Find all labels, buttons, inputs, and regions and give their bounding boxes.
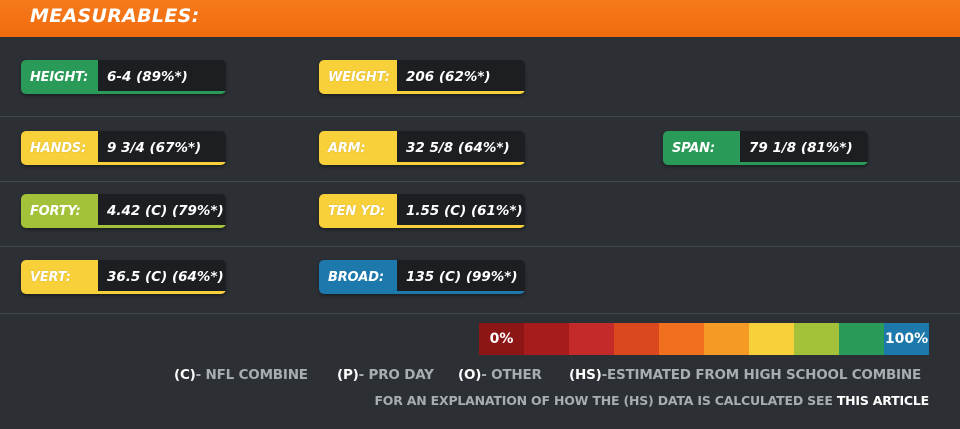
measurable-hands: HANDS: 9 3/4 (67%*) [21,131,226,165]
measurable-value: 36.5 (C) (64%*) [98,260,226,294]
legend-code: (O) [458,367,482,383]
scale-segment [524,323,569,355]
percentile-color-scale: 0% 100% [479,323,929,355]
measurable-label: ARM: [319,131,397,165]
measurable-value: 9 3/4 (67%*) [98,131,226,165]
this-article-link[interactable]: THIS ARTICLE [836,393,929,408]
scale-min-label: 0% [489,331,514,347]
legend-code: (HS) [569,367,602,383]
scale-segment: 100% [884,323,929,355]
measurable-value: 4.42 (C) (79%*) [98,194,226,228]
legend-pro-day: (P)- PRO DAY [337,367,434,383]
measurable-label: HANDS: [21,131,98,165]
legend-high-school: (HS)-ESTIMATED FROM HIGH SCHOOL COMBINE [569,367,921,383]
row-divider [0,181,960,182]
measurable-value: 1.55 (C) (61%*) [397,194,525,228]
measurable-value: 32 5/8 (64%*) [397,131,525,165]
legend-text: - NFL COMBINE [195,367,308,383]
legend-text: -ESTIMATED FROM HIGH SCHOOL COMBINE [601,367,922,383]
legend-combine: (C)- NFL COMBINE [174,367,308,383]
measurable-broad: BROAD: 135 (C) (99%*) [319,260,525,294]
measurable-arm: ARM: 32 5/8 (64%*) [319,131,525,165]
scale-segment [569,323,614,355]
measurable-label: FORTY: [21,194,98,228]
note-text: FOR AN EXPLANATION OF HOW THE (HS) DATA … [374,393,837,408]
measurable-value: 135 (C) (99%*) [397,260,525,294]
header-banner: MEASURABLES: [0,0,960,37]
hs-data-note: FOR AN EXPLANATION OF HOW THE (HS) DATA … [374,393,929,409]
scale-segment [794,323,839,355]
scale-segment [614,323,659,355]
measurable-label: SPAN: [663,131,740,165]
legend-text: - PRO DAY [358,367,434,383]
scale-segment [749,323,794,355]
row-divider [0,116,960,117]
legend-other: (O)- OTHER [458,367,542,383]
measurable-value: 79 1/8 (81%*) [740,131,868,165]
scale-segment [839,323,884,355]
measurable-label: TEN YD: [319,194,397,228]
legend-code: (C) [174,367,196,383]
legend-code: (P) [337,367,359,383]
row-divider [0,313,960,314]
measurable-label: VERT: [21,260,98,294]
measurable-height: HEIGHT: 6-4 (89%*) [21,60,226,94]
measurable-label: WEIGHT: [319,60,397,94]
measurable-span: SPAN: 79 1/8 (81%*) [663,131,868,165]
row-divider [0,246,960,247]
scale-segment [659,323,704,355]
measurable-value: 206 (62%*) [397,60,525,94]
measurable-weight: WEIGHT: 206 (62%*) [319,60,525,94]
measurable-label: BROAD: [319,260,397,294]
measurable-forty: FORTY: 4.42 (C) (79%*) [21,194,226,228]
legend-text: - OTHER [481,367,542,383]
scale-segment: 0% [479,323,524,355]
scale-max-label: 100% [884,331,929,347]
measurable-value: 6-4 (89%*) [98,60,226,94]
measurable-vert: VERT: 36.5 (C) (64%*) [21,260,226,294]
header-title: MEASURABLES: [30,5,200,27]
measurable-label: HEIGHT: [21,60,98,94]
measurable-ten-yd: TEN YD: 1.55 (C) (61%*) [319,194,525,228]
scale-segment [704,323,749,355]
